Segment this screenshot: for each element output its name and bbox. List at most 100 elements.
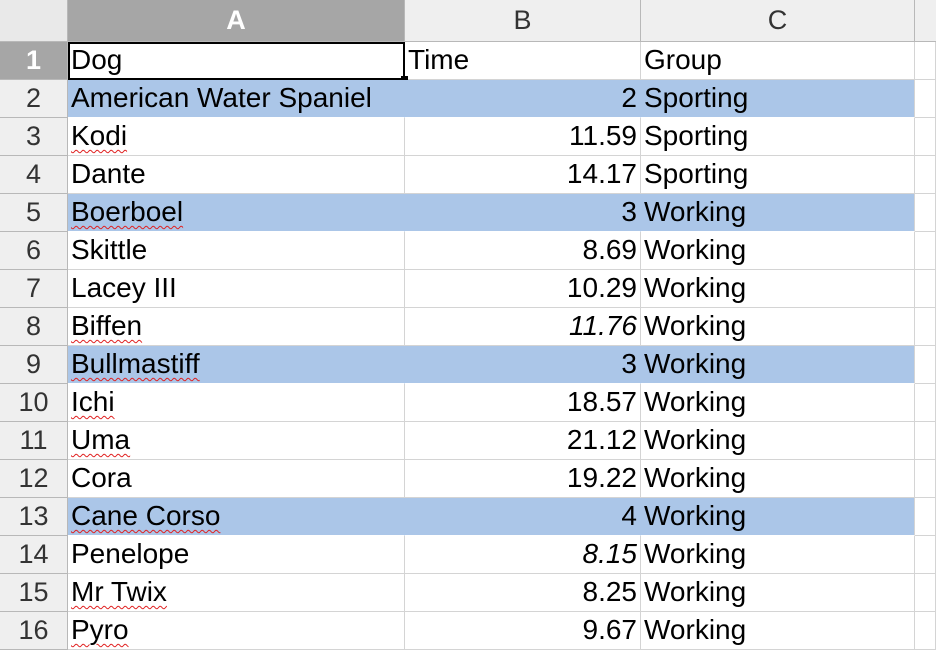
- row-header[interactable]: 4: [0, 156, 68, 194]
- cell-dog[interactable]: Penelope: [68, 536, 405, 574]
- column-header-c[interactable]: C: [641, 0, 915, 42]
- cell-dog[interactable]: Cora: [68, 460, 405, 498]
- column-header-b[interactable]: B: [405, 0, 641, 42]
- cell-c1[interactable]: Group: [641, 42, 915, 80]
- cell-group[interactable]: Working: [641, 536, 915, 574]
- cell-time[interactable]: 18.57: [405, 384, 641, 422]
- grid-rows: 1 Dog Time Group 2 American Water Spaniel…: [0, 42, 936, 650]
- cell-dog[interactable]: Boerboel: [68, 194, 405, 232]
- row-header[interactable]: 6: [0, 232, 68, 270]
- cell-d1[interactable]: [915, 42, 936, 80]
- cell-time[interactable]: 19.22: [405, 460, 641, 498]
- dog-name: American Water Spaniel: [71, 82, 372, 113]
- row-header[interactable]: 2: [0, 80, 68, 118]
- row-header[interactable]: 11: [0, 422, 68, 460]
- cell-time[interactable]: 10.29: [405, 270, 641, 308]
- cell-empty[interactable]: [915, 308, 936, 346]
- cell-time[interactable]: 14.17: [405, 156, 641, 194]
- table-row: 4 Dante 14.17 Sporting: [0, 156, 936, 194]
- cell-group[interactable]: Working: [641, 574, 915, 612]
- cell-empty[interactable]: [915, 270, 936, 308]
- cell-empty[interactable]: [915, 346, 936, 384]
- cell-group[interactable]: Sporting: [641, 118, 915, 156]
- cell-empty[interactable]: [915, 536, 936, 574]
- cell-time[interactable]: 4: [405, 498, 641, 536]
- cell-empty[interactable]: [915, 384, 936, 422]
- cell-dog[interactable]: Cane Corso: [68, 498, 405, 536]
- cell-empty[interactable]: [915, 574, 936, 612]
- column-header-a[interactable]: A: [68, 0, 405, 42]
- dog-name: Penelope: [71, 538, 190, 569]
- cell-dog[interactable]: Biffen: [68, 308, 405, 346]
- table-row: 12 Cora 19.22 Working: [0, 460, 936, 498]
- cell-dog[interactable]: Ichi: [68, 384, 405, 422]
- cell-group[interactable]: Working: [641, 422, 915, 460]
- cell-dog[interactable]: Bullmastiff: [68, 346, 405, 384]
- table-row: 7 Lacey III 10.29 Working: [0, 270, 936, 308]
- cell-group[interactable]: Working: [641, 194, 915, 232]
- cell-group[interactable]: Working: [641, 460, 915, 498]
- row-header[interactable]: 16: [0, 612, 68, 650]
- cell-time[interactable]: 8.25: [405, 574, 641, 612]
- table-row: 10 Ichi 18.57 Working: [0, 384, 936, 422]
- cell-group[interactable]: Sporting: [641, 80, 915, 118]
- cell-b1[interactable]: Time: [405, 42, 641, 80]
- cell-group[interactable]: Sporting: [641, 156, 915, 194]
- row-header[interactable]: 5: [0, 194, 68, 232]
- cell-dog[interactable]: Lacey III: [68, 270, 405, 308]
- cell-group[interactable]: Working: [641, 232, 915, 270]
- cell-group[interactable]: Working: [641, 612, 915, 650]
- row-header[interactable]: 8: [0, 308, 68, 346]
- cell-empty[interactable]: [915, 232, 936, 270]
- cell-time[interactable]: 8.69: [405, 232, 641, 270]
- row-header[interactable]: 12: [0, 460, 68, 498]
- table-row: 14 Penelope 8.15 Working: [0, 536, 936, 574]
- cell-time[interactable]: 3: [405, 194, 641, 232]
- cell-dog[interactable]: Kodi: [68, 118, 405, 156]
- cell-time[interactable]: 3: [405, 346, 641, 384]
- row-header[interactable]: 3: [0, 118, 68, 156]
- cell-time[interactable]: 11.59: [405, 118, 641, 156]
- cell-group[interactable]: Working: [641, 384, 915, 422]
- cell-time[interactable]: 2: [405, 80, 641, 118]
- cell-empty[interactable]: [915, 194, 936, 232]
- cell-a1[interactable]: Dog: [68, 42, 408, 83]
- cell-empty[interactable]: [915, 612, 936, 650]
- row-header[interactable]: 10: [0, 384, 68, 422]
- cell-time[interactable]: 11.76: [405, 308, 641, 346]
- fill-handle[interactable]: [401, 76, 408, 83]
- row-header[interactable]: 13: [0, 498, 68, 536]
- row-header[interactable]: 7: [0, 270, 68, 308]
- cell-time[interactable]: 21.12: [405, 422, 641, 460]
- table-row: 5 Boerboel 3 Working: [0, 194, 936, 232]
- cell-empty[interactable]: [915, 118, 936, 156]
- cell-empty[interactable]: [915, 156, 936, 194]
- dog-name: Cane Corso: [71, 500, 221, 531]
- cell-dog[interactable]: Skittle: [68, 232, 405, 270]
- cell-dog[interactable]: Pyro: [68, 612, 405, 650]
- column-header-d[interactable]: [915, 0, 936, 42]
- table-row: 15 Mr Twix 8.25 Working: [0, 574, 936, 612]
- cell-empty[interactable]: [915, 80, 936, 118]
- select-all-corner[interactable]: [0, 0, 68, 42]
- cell-empty[interactable]: [915, 422, 936, 460]
- time-value: 21.12: [566, 424, 637, 455]
- cell-group[interactable]: Working: [641, 498, 915, 536]
- cell-time[interactable]: 8.15: [405, 536, 641, 574]
- row-header[interactable]: 1: [0, 42, 68, 80]
- cell-group[interactable]: Working: [641, 346, 915, 384]
- row-header[interactable]: 14: [0, 536, 68, 574]
- cell-dog[interactable]: American Water Spaniel: [68, 80, 405, 118]
- cell-empty[interactable]: [915, 460, 936, 498]
- cell-dog[interactable]: Dante: [68, 156, 405, 194]
- table-row-header: 1 Dog Time Group: [0, 42, 936, 83]
- cell-time[interactable]: 9.67: [405, 612, 641, 650]
- cell-group[interactable]: Working: [641, 308, 915, 346]
- cell-dog[interactable]: Uma: [68, 422, 405, 460]
- cell-empty[interactable]: [915, 498, 936, 536]
- cell-dog[interactable]: Mr Twix: [68, 574, 405, 612]
- row-header[interactable]: 9: [0, 346, 68, 384]
- row-header[interactable]: 15: [0, 574, 68, 612]
- dog-name: Cora: [71, 462, 132, 493]
- cell-group[interactable]: Working: [641, 270, 915, 308]
